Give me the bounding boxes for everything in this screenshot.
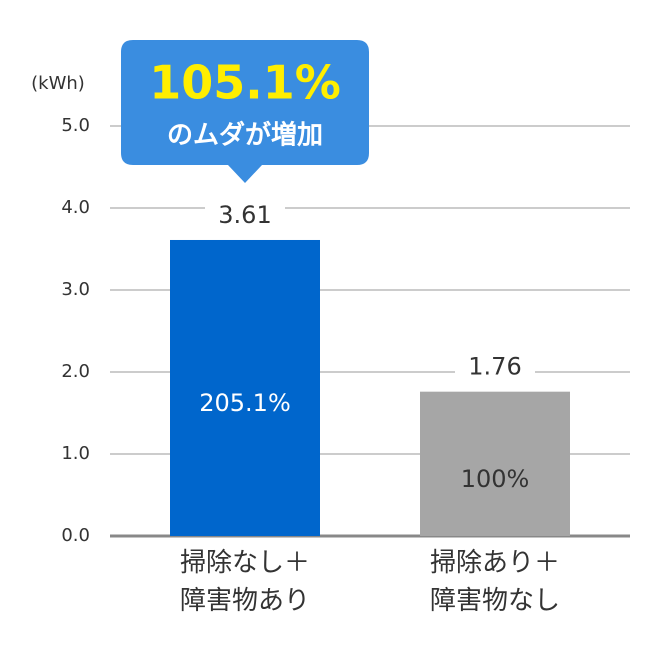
y-tick-label: 1.0 <box>61 443 90 464</box>
percent-label: 100% <box>461 465 530 493</box>
x-tick-label: 掃除あり＋ 障害物なし <box>429 548 560 616</box>
callout-text: のムダが増加 <box>167 120 323 151</box>
y-tick-label: 3.0 <box>61 279 90 300</box>
value-label-bg <box>455 349 535 384</box>
value-label: 1.76 <box>468 353 521 381</box>
value-label-bg <box>205 197 285 232</box>
percent-label: 205.1% <box>199 389 291 417</box>
y-tick-label: 0.0 <box>61 525 90 546</box>
x-tick-label: 掃除なし＋ 障害物あり <box>179 548 310 616</box>
callout-headline: 105.1% <box>149 56 341 110</box>
bar <box>420 391 570 536</box>
y-tick-label: 4.0 <box>61 197 90 218</box>
bar <box>170 239 320 537</box>
y-tick-label: 2.0 <box>61 361 90 382</box>
callout <box>121 40 369 183</box>
y-tick-label: 5.0 <box>61 115 90 136</box>
value-label: 3.61 <box>218 201 271 229</box>
y-axis-label: (kWh) <box>31 73 85 94</box>
